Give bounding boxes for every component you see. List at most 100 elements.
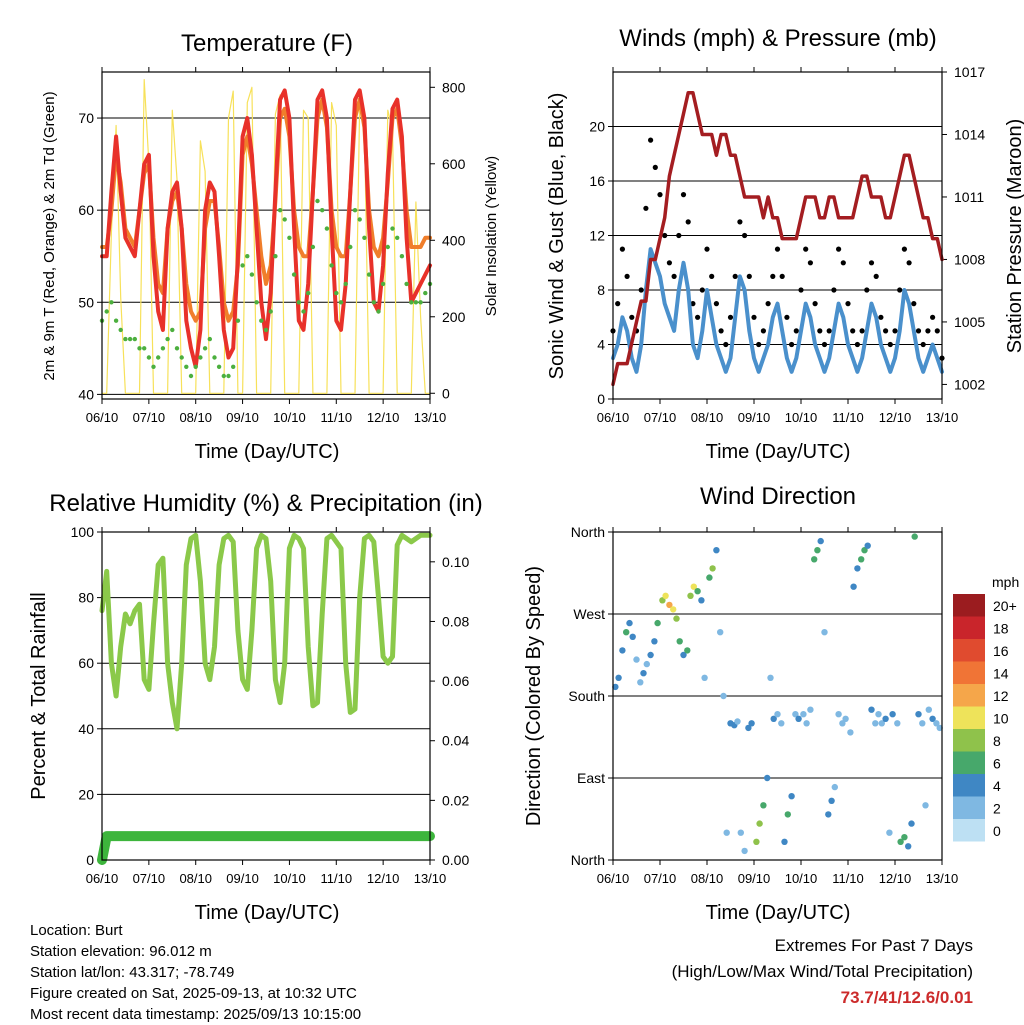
x-tick-label: 13/10 [414,410,447,425]
extremes-values: 73.7/41/12.6/0.01 [840,988,973,1007]
y-tick-label: West [573,606,605,622]
gust-point [901,246,908,252]
direction-point [770,715,777,722]
gust-point [817,328,823,334]
legend-unit: mph [992,574,1019,590]
y-tick-label: 20 [78,786,94,802]
dewpoint-point [324,226,330,231]
dewpoint-point [310,244,316,250]
dewpoint-point [291,272,297,277]
speed-color-legend: mph 20+ 18 16 14 12 10 8 6 4 2 0 [953,574,1019,842]
legend-swatch [953,639,985,662]
dewpoint-point [198,355,203,360]
dewpoint-point [240,263,245,268]
humidity-title: Relative Humidity (%) & Precipitation (i… [49,490,482,517]
dewpoint-point [362,235,367,240]
direction-point [803,720,810,727]
dewpoint-point [221,373,226,379]
direction-point [767,674,774,681]
dewpoint-point [404,281,409,287]
y2-tick-label: 0.06 [442,673,469,689]
gust-point [742,232,748,239]
dewpoint-point [329,263,334,268]
dewpoint-point [146,355,152,360]
dewpoint-point [390,226,395,231]
gust-point [648,137,654,143]
direction-point [831,783,838,791]
y2-tick-label: 1005 [954,314,985,330]
gust-point [845,301,851,307]
direction-point [709,565,716,572]
total-rainfall-line [97,831,435,865]
pressure-line [611,91,944,387]
dewpoint-point [202,346,208,351]
gust-point [638,287,644,293]
gust-point [915,328,922,334]
direction-point [690,583,697,590]
y-tick-label: 8 [597,282,605,298]
y-tick-label: 60 [78,202,94,218]
gust-point [798,287,804,293]
x-tick-label: 06/10 [597,410,630,425]
x-tick-label: 07/10 [644,871,677,886]
x-tick-label: 10/10 [785,410,818,425]
dewpoint-point [376,309,381,314]
direction-point [936,724,943,732]
direction-point [626,619,633,627]
dewpoint-point [249,272,255,277]
y2-tick-label: 1014 [954,126,985,142]
relative-humidity-line [99,532,433,732]
y-tick-label: 70 [78,110,94,126]
direction-point [720,692,727,700]
gust-point [662,232,668,239]
y2-tick-label: 600 [442,156,466,172]
gust-point [897,287,903,293]
direction-point [756,820,763,827]
direction-point [811,556,818,563]
dewpoint-point [259,318,264,323]
winds-y2label: Station Pressure (Maroon) [1004,119,1024,354]
legend-label: 12 [993,688,1009,704]
direction-point [640,670,647,677]
gust-point [657,192,663,198]
gust-point [836,246,842,252]
gust-point [803,246,809,252]
gust-point [883,328,889,334]
gust-point [868,260,875,266]
gust-point [723,341,729,348]
direction-point [753,838,760,845]
station-info: Location: Burt Station elevation: 96.012… [30,920,361,1025]
direction-point [839,720,846,727]
gust-point [793,328,799,334]
legend-swatch [953,684,985,707]
legend-label: 4 [993,778,1001,794]
y2-tick-label: 0.04 [442,733,469,749]
dewpoint-point [315,198,320,204]
dewpoint-point [118,327,123,333]
direction-point [897,838,904,845]
legend-label: 18 [993,621,1009,637]
x-tick-label: 06/10 [597,871,630,886]
direction-point [933,720,940,727]
temp-2m-line [100,88,432,369]
gust-point [812,301,818,307]
direction-point [673,615,680,622]
dewpoint-point [188,373,194,379]
gust-point [718,328,724,334]
winds-xlabel: Time (Day/UTC) [706,441,851,463]
gust-point [671,273,677,279]
dewpoint-point [207,336,212,342]
direction-point [680,651,687,659]
x-tick-label: 12/10 [367,410,400,425]
x-tick-label: 09/10 [738,410,771,425]
direction-point [821,629,828,636]
gust-point [840,260,846,266]
x-tick-label: 09/10 [226,410,259,425]
gust-point [713,301,720,307]
dewpoint-point [226,373,231,379]
y-tick-label: 40 [78,386,94,402]
x-tick-label: 12/10 [367,871,400,886]
dewpoint-point [334,290,339,296]
direction-point [629,633,636,640]
x-tick-label: 07/10 [133,410,166,425]
